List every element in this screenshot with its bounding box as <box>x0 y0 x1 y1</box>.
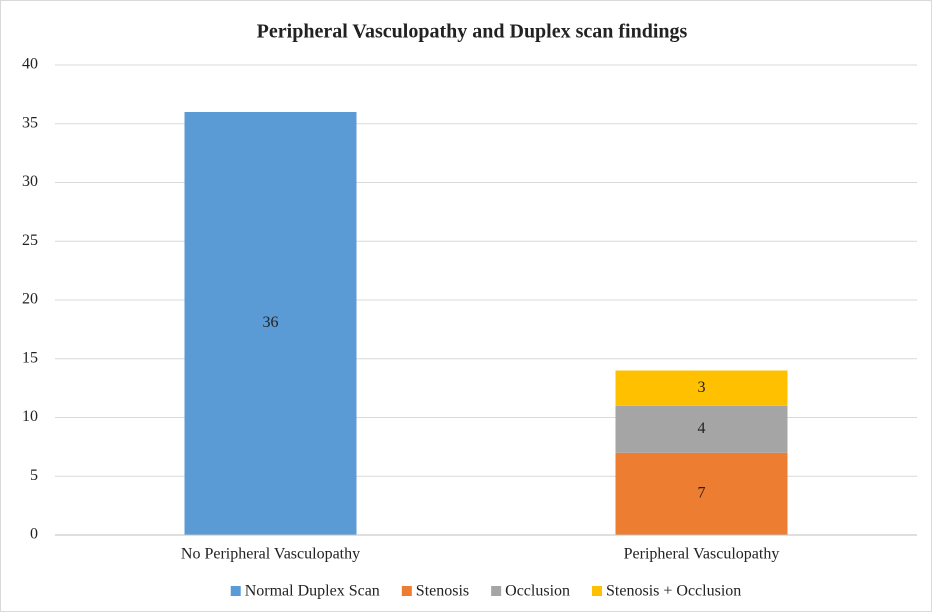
chart-title: Peripheral Vasculopathy and Duplex scan … <box>257 21 688 43</box>
bar-segment <box>615 452 788 535</box>
y-tick-label: 30 <box>22 173 38 190</box>
legend-swatch <box>592 586 603 596</box>
y-tick-label: 5 <box>30 467 38 484</box>
y-tick-label: 40 <box>22 56 38 73</box>
y-tick-label: 35 <box>22 114 38 131</box>
x-tick-label: Peripheral Vasculopathy <box>624 546 780 563</box>
data-label: 4 <box>698 420 706 437</box>
y-tick-label: 10 <box>22 408 38 425</box>
data-label: 36 <box>263 314 279 331</box>
legend-swatch <box>401 586 412 596</box>
y-tick-label: 25 <box>22 232 38 249</box>
legend-label: Normal Duplex Scan <box>245 583 380 600</box>
legend-swatch <box>491 586 502 596</box>
bar-segment <box>184 112 357 535</box>
data-label: 7 <box>698 485 706 502</box>
legend-swatch <box>230 586 241 596</box>
y-tick-label: 20 <box>22 291 38 308</box>
y-tick-label: 0 <box>30 526 38 543</box>
y-tick-label: 15 <box>22 349 38 366</box>
bar-segment <box>615 405 788 453</box>
legend-label: Occlusion <box>505 583 570 600</box>
data-label: 3 <box>698 379 706 396</box>
legend-label: Stenosis <box>416 583 469 600</box>
legend-label: Stenosis + Occlusion <box>606 583 741 600</box>
x-tick-label: No Peripheral Vasculopathy <box>181 546 360 563</box>
bar-segment <box>615 370 788 406</box>
